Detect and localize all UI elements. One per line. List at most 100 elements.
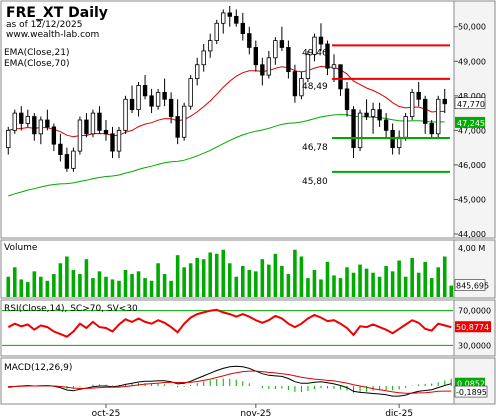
candle-body bbox=[110, 133, 115, 152]
rsi-legend: RSI(Close,14), SC>70, SV<30 bbox=[4, 304, 138, 314]
candle-body bbox=[188, 78, 193, 107]
volume-bar bbox=[39, 276, 43, 297]
volume-last-tag bbox=[454, 279, 486, 291]
volume-bar bbox=[26, 282, 30, 297]
candle-body bbox=[370, 109, 376, 117]
level-label: 45,80 bbox=[302, 177, 328, 187]
price-tick-label: 46,000 bbox=[458, 161, 486, 170]
volume-bar bbox=[358, 264, 362, 297]
candle-body bbox=[403, 116, 408, 138]
volume-bar bbox=[182, 267, 186, 297]
candle-body bbox=[383, 119, 389, 131]
volume-bar bbox=[449, 285, 454, 297]
volume-bar bbox=[260, 259, 265, 297]
candle-body bbox=[344, 88, 350, 111]
volume-bar bbox=[293, 249, 297, 297]
candle-body bbox=[38, 119, 44, 135]
chart-date: as of 12/12/2025 bbox=[6, 20, 82, 30]
level-label: 49,46 bbox=[302, 48, 328, 58]
candle-body bbox=[436, 98, 441, 135]
volume-bar bbox=[345, 267, 349, 297]
ema70-line bbox=[8, 114, 445, 197]
candle-body bbox=[142, 85, 148, 97]
price-tick-label: 44,000 bbox=[458, 230, 486, 239]
volume-bar bbox=[351, 272, 356, 297]
candle-body bbox=[90, 112, 96, 135]
volume-bar bbox=[371, 272, 375, 297]
volume-bar bbox=[45, 280, 50, 297]
macd-signal-tag bbox=[454, 385, 488, 398]
volume-bar bbox=[149, 280, 154, 297]
candle-body bbox=[162, 91, 167, 100]
volume-bar bbox=[32, 271, 37, 297]
volume-bar bbox=[110, 279, 115, 297]
volume-bar bbox=[84, 259, 89, 297]
candle-body bbox=[364, 112, 369, 117]
macd-signal-label: -0,1895 bbox=[456, 388, 487, 397]
volume-bar bbox=[299, 256, 304, 297]
volume-last-label: 845,695 bbox=[456, 282, 489, 291]
rsi-last-label: 50,8774 bbox=[456, 323, 489, 332]
volume-bar bbox=[169, 280, 173, 297]
volume-bar bbox=[136, 271, 141, 297]
candle-body bbox=[149, 95, 154, 107]
volume-bar bbox=[312, 270, 317, 297]
candle-body bbox=[25, 116, 30, 124]
volume-bar bbox=[117, 280, 121, 297]
watermark: www.wealth-lab.com bbox=[6, 30, 99, 40]
volume-bar bbox=[332, 275, 336, 297]
candle-body bbox=[84, 119, 89, 135]
candle-body bbox=[423, 98, 428, 124]
volume-bar bbox=[325, 261, 330, 297]
candle-body bbox=[260, 64, 265, 76]
volume-bar bbox=[208, 252, 213, 297]
macd-panel[interactable] bbox=[0, 357, 455, 405]
volume-bar bbox=[377, 276, 382, 297]
candle-body bbox=[312, 36, 317, 55]
rsi-tick-label: 30,0000 bbox=[458, 341, 491, 350]
volume-bar bbox=[286, 274, 291, 297]
candle-body bbox=[253, 47, 259, 66]
volume-bar bbox=[397, 260, 401, 297]
candle-body bbox=[279, 40, 285, 48]
volume-bar bbox=[156, 263, 160, 297]
volume-bar bbox=[254, 271, 258, 297]
volume-bar bbox=[130, 274, 134, 297]
volume-bar bbox=[403, 276, 408, 297]
ema70-tag bbox=[455, 116, 485, 128]
price-tick-label: 45,000 bbox=[458, 195, 486, 204]
candle-body bbox=[201, 50, 206, 66]
volume-bar bbox=[429, 278, 434, 297]
candle-body bbox=[240, 22, 245, 35]
candle-body bbox=[409, 91, 415, 117]
rsi-tick-label: 70,0000 bbox=[458, 307, 491, 316]
price-tick-label: 48,000 bbox=[458, 92, 486, 101]
volume-bar bbox=[58, 263, 63, 297]
volume-bar bbox=[273, 253, 278, 297]
volume-max-label: 4,00 M bbox=[458, 244, 485, 253]
macd-signal-line bbox=[8, 370, 452, 394]
volume-bar bbox=[123, 270, 128, 297]
volume-bar bbox=[188, 263, 193, 297]
candle-body bbox=[116, 129, 122, 152]
candle-body bbox=[51, 126, 57, 145]
volume-bar bbox=[436, 267, 441, 297]
volume-bar bbox=[104, 276, 108, 297]
candle-body bbox=[6, 129, 11, 149]
legend-ema70: EMA(Close,70) bbox=[4, 59, 69, 69]
volume-bar bbox=[6, 276, 11, 297]
level-label: 48,49 bbox=[302, 82, 328, 92]
x-tick-label: oct-25 bbox=[92, 409, 121, 419]
volume-bar bbox=[201, 259, 206, 297]
candle-body bbox=[181, 105, 187, 138]
volume-bar bbox=[384, 265, 388, 297]
candle-body bbox=[331, 64, 337, 69]
candle-body bbox=[351, 109, 356, 149]
candle-body bbox=[234, 15, 239, 24]
candle-body bbox=[168, 98, 174, 117]
candle-body bbox=[32, 116, 37, 135]
macd-value-label: 0,0852 bbox=[457, 380, 485, 389]
candle-body bbox=[45, 119, 50, 128]
